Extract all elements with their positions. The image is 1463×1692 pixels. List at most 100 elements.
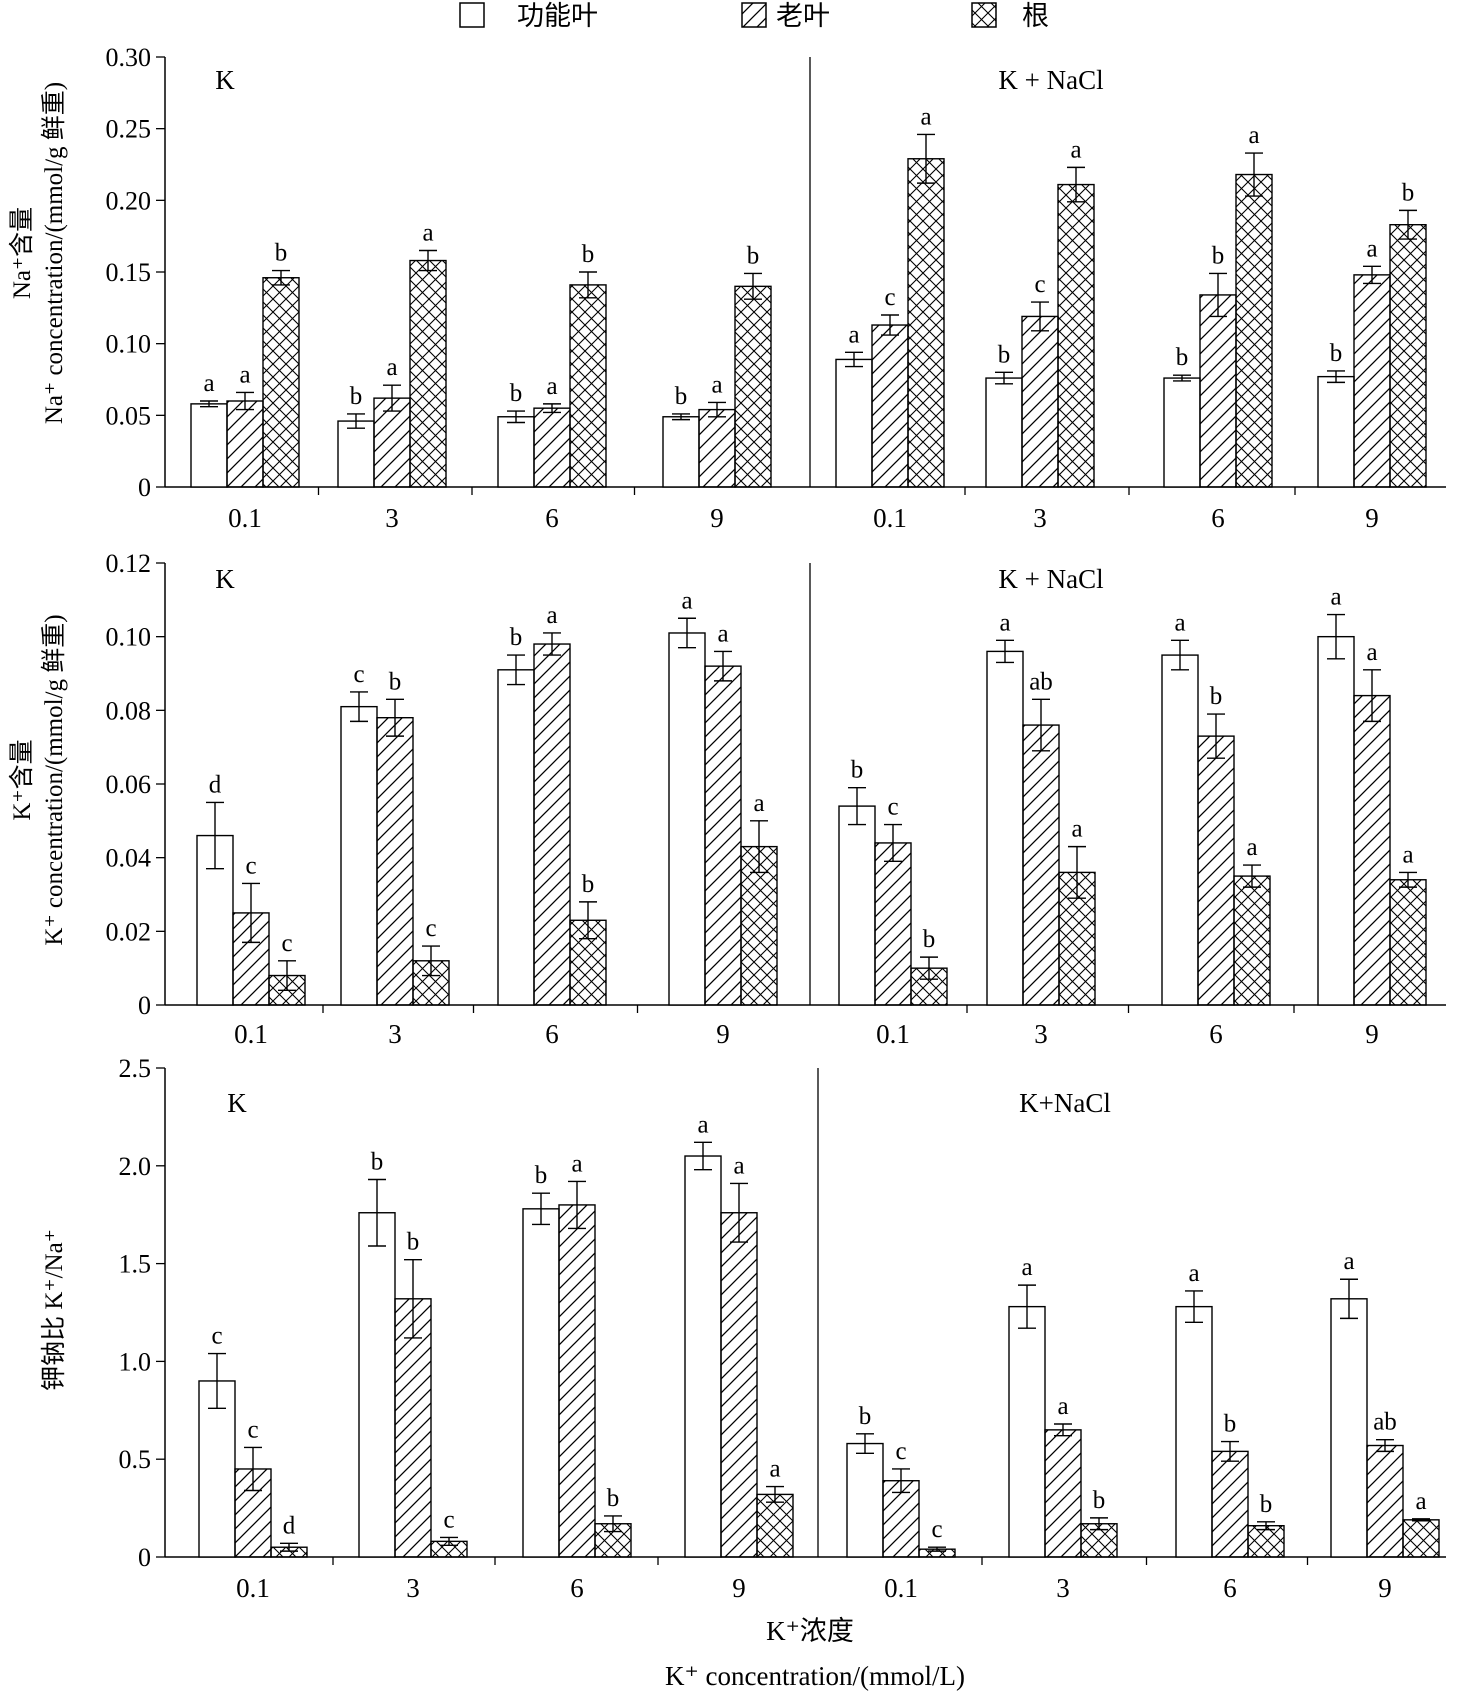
panel-bottom-significance-letter: a bbox=[1188, 1260, 1199, 1287]
panel-bottom-significance-letter: b bbox=[1093, 1487, 1106, 1514]
panel-top-bar bbox=[1163, 377, 1201, 488]
panel-middle-xtick-label: 0.1 bbox=[876, 1019, 910, 1049]
panel-middle-ytick-label: 0.02 bbox=[106, 917, 152, 946]
panel-top-xtick-label: 6 bbox=[545, 503, 559, 533]
panel-bottom-significance-letter: ab bbox=[1373, 1409, 1397, 1436]
panel-top-significance-letter: c bbox=[884, 284, 895, 311]
panel-middle-significance-letter: ab bbox=[1029, 668, 1053, 695]
panel-middle-bar bbox=[376, 717, 414, 1006]
panel-bottom-bar bbox=[684, 1155, 722, 1558]
panel-top-bar bbox=[373, 397, 411, 488]
panel-top-ytick-label: 0.15 bbox=[106, 258, 152, 287]
panel-bottom-significance-letter: b bbox=[407, 1229, 420, 1256]
panel-bottom-bar bbox=[1330, 1298, 1368, 1558]
panel-middle-significance-letter: b bbox=[851, 757, 864, 784]
panel-middle-significance-letter: c bbox=[281, 930, 292, 957]
panel-bottom-significance-letter: b bbox=[1260, 1491, 1273, 1518]
panel-top-bar bbox=[907, 158, 945, 488]
panel-bottom-bar bbox=[846, 1442, 884, 1558]
panel-bottom-significance-letter: c bbox=[931, 1516, 942, 1543]
panel-bottom-significance-letter: a bbox=[1415, 1488, 1426, 1515]
panel-top-significance-letter: b bbox=[1212, 242, 1225, 269]
panel-top-significance-letter: b bbox=[998, 341, 1011, 368]
panel-top-significance-letter: a bbox=[711, 371, 722, 398]
panel-bottom-xtick-label: 9 bbox=[732, 1573, 746, 1603]
panel-middle-ytick-label: 0.06 bbox=[106, 770, 152, 799]
panel-top-ytick-label: 0.05 bbox=[106, 401, 152, 430]
panel-top-ylabel-en: Na⁺ concentration/(mmol/g 鲜重) bbox=[40, 82, 68, 424]
panel-top-significance-letter: b bbox=[510, 380, 523, 407]
panel-middle-significance-letter: c bbox=[245, 852, 256, 879]
panel-bottom-significance-letter: a bbox=[1021, 1254, 1032, 1281]
panel-middle-significance-letter: a bbox=[681, 587, 692, 614]
panel-middle-bar bbox=[838, 805, 876, 1006]
panel-top-significance-letter: a bbox=[848, 321, 859, 348]
panel-top-bar bbox=[533, 407, 571, 488]
panel-bottom-ytick-label: 1.0 bbox=[119, 1347, 152, 1376]
panel-bottom-group-label: K bbox=[227, 1088, 247, 1118]
legend-swatch-old-leaf bbox=[741, 2, 767, 28]
panel-middle-significance-letter: a bbox=[546, 602, 557, 629]
panel-middle-significance-letter: c bbox=[353, 661, 364, 688]
panel-top-bar bbox=[1317, 375, 1355, 488]
legend-swatch-functional-leaf bbox=[459, 2, 485, 28]
panel-bottom-significance-letter: a bbox=[1343, 1248, 1354, 1275]
panel-bottom-significance-letter: a bbox=[697, 1111, 708, 1138]
panel-middle-group-label: K + NaCl bbox=[998, 564, 1103, 594]
panel-top-bar bbox=[698, 408, 736, 488]
panel-middle-significance-letter: a bbox=[1330, 584, 1341, 611]
panel-bottom-bar bbox=[1247, 1525, 1285, 1558]
panel-bottom-xtick-label: 0.1 bbox=[236, 1573, 270, 1603]
panel-middle-bar bbox=[340, 705, 378, 1006]
panel-middle-bar bbox=[668, 632, 706, 1006]
panel-middle-significance-letter: a bbox=[753, 790, 764, 817]
panel-middle-ytick-label: 0.08 bbox=[106, 696, 152, 725]
panel-top-bar bbox=[190, 403, 228, 488]
panel-middle-significance-letter: a bbox=[1246, 834, 1257, 861]
panel-top-group-label: K + NaCl bbox=[998, 65, 1103, 95]
panel-middle-significance-letter: a bbox=[717, 620, 728, 647]
panel-top-significance-letter: b bbox=[1176, 344, 1189, 371]
panel-middle-significance-letter: c bbox=[887, 794, 898, 821]
panel-bottom-significance-letter: a bbox=[733, 1152, 744, 1179]
panel-top-bar bbox=[1199, 294, 1237, 488]
panel-top-bar bbox=[734, 285, 772, 488]
panel-bottom-bar bbox=[1044, 1429, 1082, 1558]
panel-middle-significance-letter: a bbox=[1071, 816, 1082, 843]
panel-middle-significance-letter: b bbox=[510, 624, 523, 651]
panel-bottom-bar bbox=[358, 1212, 396, 1558]
panel-bottom-ytick-label: 0 bbox=[138, 1543, 151, 1572]
legend-label-old-leaf: 老叶 bbox=[776, 1, 830, 31]
panel-top-ylabel-cn: Na⁺含量 bbox=[8, 207, 36, 299]
panel-top-bar bbox=[1389, 223, 1427, 488]
panel-middle-bar bbox=[1317, 635, 1355, 1006]
panel-top-bar bbox=[497, 416, 535, 488]
panel-bottom-significance-letter: a bbox=[1057, 1393, 1068, 1420]
panel-middle-ytick-label: 0 bbox=[138, 991, 151, 1020]
panel-top-significance-letter: a bbox=[203, 370, 214, 397]
panel-bottom-significance-letter: a bbox=[571, 1150, 582, 1177]
panel-middle-bar bbox=[1161, 654, 1199, 1006]
legend-label-root: 根 bbox=[1022, 1, 1049, 31]
panel-middle-bar bbox=[1197, 735, 1235, 1006]
panel-bottom-significance-letter: d bbox=[283, 1512, 296, 1539]
panel-top-significance-letter: a bbox=[239, 361, 250, 388]
panel-top-significance-letter: c bbox=[1034, 271, 1045, 298]
panel-middle-xtick-label: 9 bbox=[1365, 1019, 1379, 1049]
x-axis-title: K⁺浓度 K⁺ concentration/(mmol/L) bbox=[665, 1616, 965, 1691]
panel-bottom-bar bbox=[1402, 1519, 1440, 1558]
panel-bottom-bar bbox=[720, 1212, 758, 1558]
panel-bottom-bar bbox=[1080, 1523, 1118, 1558]
panel-bottom-significance-letter: c bbox=[443, 1506, 454, 1533]
panel-top-bar bbox=[569, 284, 607, 488]
legend: 功能叶 老叶 根 bbox=[459, 1, 1049, 31]
panel-top-xtick-label: 9 bbox=[1365, 503, 1379, 533]
panel-top-significance-letter: b bbox=[275, 240, 288, 267]
panel-middle-ylabel: K⁺含量 K⁺ concentration/(mmol/g 鲜重) bbox=[8, 614, 68, 945]
panel-middle-significance-letter: b bbox=[582, 871, 595, 898]
panel-bottom-significance-letter: c bbox=[211, 1323, 222, 1350]
panel-bottom-xtick-label: 9 bbox=[1378, 1573, 1392, 1603]
